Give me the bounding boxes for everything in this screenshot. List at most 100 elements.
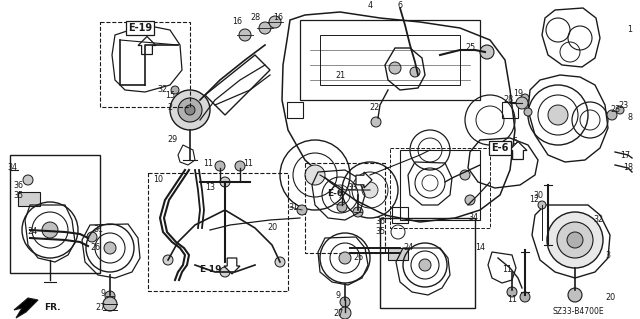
Circle shape [103,297,117,311]
Text: 7: 7 [337,190,342,199]
Text: 29: 29 [167,136,177,145]
Text: 13: 13 [205,183,215,192]
Circle shape [465,195,475,205]
Text: 4: 4 [367,1,372,10]
Text: 33: 33 [347,183,357,192]
Text: 11: 11 [243,160,253,168]
Text: 8: 8 [627,114,632,122]
Circle shape [297,205,307,215]
Circle shape [353,207,363,217]
Text: 27: 27 [95,303,105,313]
Text: 34: 34 [7,164,17,173]
Circle shape [339,307,351,319]
Text: 32: 32 [593,216,603,225]
Text: 2: 2 [168,103,173,113]
Text: 16: 16 [273,13,283,23]
Text: 31: 31 [288,204,298,212]
Circle shape [185,105,195,115]
Circle shape [305,165,325,185]
Circle shape [362,182,378,198]
Polygon shape [224,258,240,274]
Polygon shape [14,298,38,318]
Circle shape [557,222,593,258]
Circle shape [163,255,173,265]
Text: FR.: FR. [44,303,60,313]
Circle shape [547,212,603,268]
Text: 36: 36 [13,181,23,189]
Text: 12: 12 [529,196,539,204]
Circle shape [568,288,582,302]
Circle shape [87,232,97,242]
Text: 22: 22 [370,103,380,113]
Circle shape [259,22,271,34]
Circle shape [389,62,401,74]
Text: 20: 20 [605,293,615,302]
Circle shape [23,175,33,185]
Text: E-6: E-6 [327,189,343,197]
Bar [10,155,100,273]
Bar [400,150,480,220]
Circle shape [419,259,431,271]
Text: 5: 5 [513,137,518,146]
Circle shape [548,105,568,125]
Text: 14: 14 [475,243,485,253]
Bar [380,218,475,308]
Text: 21: 21 [335,70,345,79]
Text: 25: 25 [465,43,475,53]
Circle shape [171,86,179,94]
Text: 28: 28 [503,95,513,105]
Text: 24: 24 [403,243,413,253]
Circle shape [460,170,470,180]
Text: 3: 3 [605,250,611,259]
Circle shape [607,110,617,120]
Text: 9: 9 [100,288,106,298]
Text: 28: 28 [250,13,260,23]
Text: 18: 18 [623,164,633,173]
Circle shape [339,252,351,264]
Text: 17: 17 [620,151,630,160]
Bar [320,35,460,85]
Circle shape [269,16,281,28]
Circle shape [410,67,420,77]
Bar [392,207,408,223]
Circle shape [521,94,529,102]
Text: 32: 32 [157,85,167,94]
Text: 16: 16 [232,18,242,26]
Circle shape [520,292,530,302]
Text: 26: 26 [353,254,363,263]
Circle shape [42,222,58,238]
Circle shape [275,257,285,267]
Text: 35: 35 [375,227,385,236]
Circle shape [480,45,494,59]
Circle shape [239,29,251,41]
Circle shape [105,291,115,301]
Circle shape [538,201,546,209]
Circle shape [235,161,245,171]
Circle shape [337,202,347,212]
Bar [390,148,490,228]
Bar [388,248,408,260]
Polygon shape [356,172,372,188]
Polygon shape [509,142,527,160]
Bar [100,22,190,107]
Text: 15: 15 [165,91,175,100]
Text: 35: 35 [13,190,23,199]
Text: 26: 26 [90,243,100,253]
Circle shape [371,117,381,127]
Circle shape [220,177,230,187]
Text: E-19: E-19 [128,23,152,33]
Text: E-19: E-19 [199,265,221,275]
Text: 31: 31 [93,226,103,234]
Text: 1: 1 [627,26,632,34]
Circle shape [178,98,202,122]
Circle shape [104,242,116,254]
Text: 36: 36 [375,218,385,226]
Text: 20: 20 [267,224,277,233]
Text: 9: 9 [335,292,340,300]
Circle shape [340,297,350,307]
Circle shape [524,108,532,116]
Polygon shape [138,36,156,55]
Bar [502,102,518,118]
Text: 19: 19 [513,88,523,98]
Text: 23: 23 [618,100,628,109]
